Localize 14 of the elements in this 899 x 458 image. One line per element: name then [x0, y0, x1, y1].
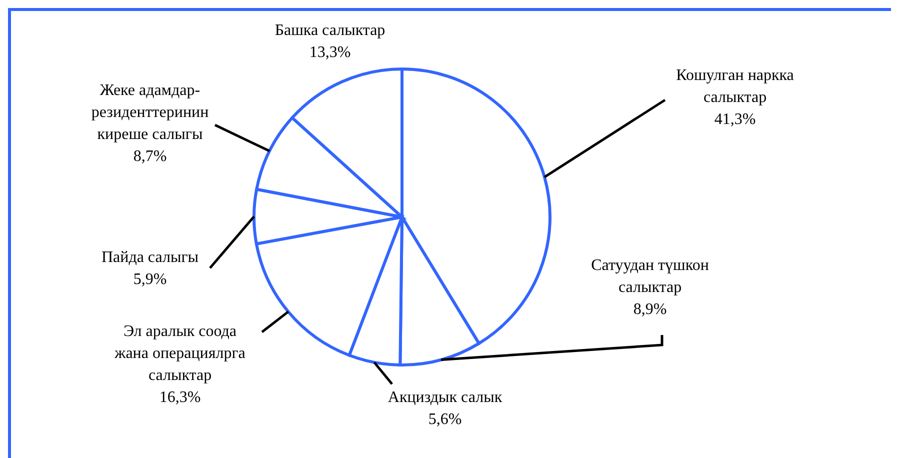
data-label: 5,6% — [428, 411, 462, 428]
data-label: 5,9% — [133, 271, 167, 288]
slice-label: Пайда салыгы — [101, 249, 199, 266]
data-label: 16,3% — [159, 389, 201, 406]
slice-label: Жеке адамдар-резиденттеринин киреше салыгы — [91, 82, 210, 143]
data-label: 8,7% — [133, 148, 167, 165]
slice-label: Кошулган наркка салыктар — [676, 67, 794, 106]
slice-label: Башка салыктар — [274, 22, 386, 39]
slice-label: Сатуудан түшкон салыктар — [591, 257, 710, 296]
data-label: 8,9% — [633, 301, 667, 318]
slice-label: Эл аралык соода жана операциялрга салыктар — [114, 323, 246, 384]
data-label: 13,3% — [309, 44, 351, 61]
data-label: 41,3% — [714, 111, 756, 128]
slice-label: Акциздык салык — [388, 389, 502, 406]
